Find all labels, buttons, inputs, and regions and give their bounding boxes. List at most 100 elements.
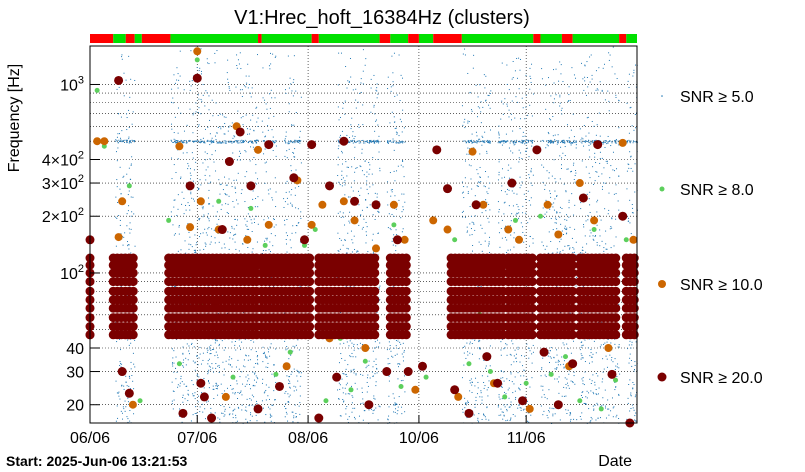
snr5-point bbox=[257, 178, 259, 180]
snr5-point bbox=[628, 132, 630, 134]
snr5-point bbox=[392, 138, 394, 140]
snr5-point bbox=[234, 241, 236, 243]
snr5-point bbox=[626, 140, 628, 142]
snr5-point bbox=[575, 140, 577, 142]
snr5-point bbox=[392, 244, 394, 246]
snr5-point bbox=[395, 250, 397, 252]
snr5-point bbox=[589, 421, 591, 423]
snr5-point bbox=[246, 421, 248, 423]
snr5-point bbox=[461, 181, 463, 183]
snr5-point bbox=[627, 80, 629, 82]
snr5-point bbox=[216, 340, 218, 342]
snr5-point bbox=[480, 224, 482, 226]
snr5-point bbox=[180, 378, 182, 380]
snr5-point bbox=[513, 355, 515, 357]
snr5-point bbox=[548, 352, 550, 354]
snr5-point bbox=[366, 206, 368, 208]
snr5-point bbox=[513, 144, 515, 146]
snr5-point bbox=[568, 100, 570, 102]
snr5-point bbox=[402, 228, 404, 230]
snr8-point bbox=[137, 398, 143, 404]
snr5-point bbox=[603, 140, 605, 142]
snr5-point bbox=[179, 75, 181, 77]
snr5-point bbox=[344, 359, 346, 361]
snr5-point bbox=[608, 209, 610, 211]
snr5-point bbox=[126, 129, 128, 131]
snr5-point bbox=[237, 110, 239, 112]
snr5-point bbox=[523, 241, 525, 243]
snr5-point bbox=[292, 411, 294, 413]
snr5-point bbox=[611, 66, 613, 68]
snr5-point bbox=[480, 285, 482, 287]
snr5-point bbox=[127, 210, 129, 212]
snr5-point bbox=[193, 141, 195, 143]
snr5-point bbox=[284, 201, 286, 203]
snr5-point bbox=[198, 188, 200, 190]
snr5-point bbox=[603, 368, 605, 370]
snr5-point bbox=[263, 392, 265, 394]
snr5-point bbox=[174, 116, 176, 118]
snr5-point bbox=[288, 396, 290, 398]
snr5-point bbox=[293, 415, 295, 417]
snr5-point bbox=[126, 182, 128, 184]
snr5-point bbox=[519, 176, 521, 178]
snr5-point bbox=[223, 368, 225, 370]
snr5-point bbox=[171, 381, 173, 383]
snr5-point bbox=[298, 405, 300, 407]
snr5-point bbox=[402, 356, 404, 358]
snr5-point bbox=[205, 245, 207, 247]
snr5-point bbox=[615, 139, 617, 141]
snr5-point bbox=[368, 364, 370, 366]
snr5-point bbox=[467, 400, 469, 402]
snr5-point bbox=[572, 252, 574, 254]
snr5-point bbox=[565, 191, 567, 193]
snr5-point bbox=[568, 201, 570, 203]
snr5-point bbox=[228, 126, 230, 128]
snr5-point bbox=[597, 199, 599, 201]
snr5-point bbox=[362, 104, 364, 106]
snr5-point bbox=[192, 180, 194, 182]
snr5-point bbox=[188, 140, 190, 142]
snr5-point bbox=[500, 227, 502, 229]
snr5-point bbox=[295, 169, 297, 171]
snr5-point bbox=[337, 250, 339, 252]
snr5-point bbox=[286, 375, 288, 377]
snr5-point bbox=[579, 349, 581, 351]
snr5-point bbox=[601, 381, 603, 383]
snr5-point bbox=[398, 140, 400, 142]
snr5-point bbox=[238, 368, 240, 370]
snr5-point bbox=[542, 181, 544, 183]
snr5-point bbox=[504, 236, 506, 238]
snr5-point bbox=[486, 201, 488, 203]
snr5-point bbox=[527, 347, 529, 349]
snr5-point bbox=[204, 105, 206, 107]
snr5-point bbox=[348, 141, 350, 143]
snr5-point bbox=[569, 412, 571, 414]
snr5-point bbox=[220, 141, 222, 143]
snr5-point bbox=[615, 142, 617, 144]
snr5-point bbox=[343, 401, 345, 403]
snr5-point bbox=[505, 141, 507, 143]
snr5-point bbox=[391, 240, 393, 242]
snr5-point bbox=[630, 347, 632, 349]
snr8-point bbox=[94, 87, 100, 93]
snr5-point bbox=[342, 387, 344, 389]
snr5-point bbox=[197, 112, 199, 114]
snr5-point bbox=[605, 243, 607, 245]
snr10-point bbox=[186, 223, 195, 232]
snr5-point bbox=[563, 344, 565, 346]
snr5-point bbox=[531, 141, 533, 143]
snr5-point bbox=[346, 87, 348, 89]
snr5-point bbox=[211, 99, 213, 101]
snr5-point bbox=[573, 248, 575, 250]
snr5-point bbox=[523, 139, 525, 141]
snr5-point bbox=[122, 140, 124, 142]
snr5-point bbox=[341, 152, 343, 154]
snr5-point bbox=[339, 211, 341, 213]
snr5-point bbox=[562, 363, 564, 365]
snr5-point bbox=[544, 374, 546, 376]
snr5-point bbox=[224, 133, 226, 135]
state-segment bbox=[561, 34, 573, 43]
snr5-point bbox=[601, 321, 603, 323]
snr5-point bbox=[367, 385, 369, 387]
